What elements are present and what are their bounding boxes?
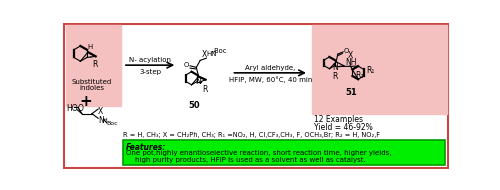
- Bar: [123, 140, 444, 165]
- Text: indoles: indoles: [80, 85, 104, 91]
- Text: Features:: Features:: [126, 143, 166, 152]
- Text: R₂: R₂: [355, 71, 364, 80]
- Text: X: X: [348, 51, 353, 60]
- Text: R = H, CH₃; X = CH₂Ph, CH₃; R₁ =NO₂, H, Cl,CF₃,CH₃, F, OCH₃,Br; R₂ = H, NO₂,F: R = H, CH₃; X = CH₂Ph, CH₃; R₁ =NO₂, H, …: [123, 132, 380, 138]
- Text: high purity products, HFIP is used as a solvent as well as catalyst.: high purity products, HFIP is used as a …: [126, 157, 366, 163]
- Text: Substituted: Substituted: [72, 79, 112, 85]
- Text: 3-step: 3-step: [139, 69, 161, 75]
- Text: H: H: [87, 44, 92, 50]
- Text: R: R: [202, 85, 208, 94]
- Text: O: O: [344, 48, 350, 54]
- Text: Aryl aldehyde,: Aryl aldehyde,: [245, 65, 296, 70]
- Text: N: N: [332, 63, 338, 72]
- Text: O: O: [184, 62, 190, 68]
- Text: R: R: [92, 60, 98, 69]
- Text: 50: 50: [188, 101, 200, 110]
- Text: One pot,highly enantioselective reaction, short reaction time, higher yields,: One pot,highly enantioselective reaction…: [126, 150, 392, 156]
- Bar: [312, 25, 447, 114]
- Text: 51: 51: [346, 88, 357, 97]
- Text: HN: HN: [206, 51, 217, 57]
- Text: NH: NH: [346, 58, 357, 67]
- Text: X: X: [202, 50, 207, 59]
- Text: Yield = 46-92%: Yield = 46-92%: [314, 123, 373, 132]
- Text: HO: HO: [66, 105, 78, 113]
- Text: HFIP, MW, 60°C, 40 min: HFIP, MW, 60°C, 40 min: [228, 77, 312, 83]
- Text: N: N: [98, 116, 104, 125]
- Text: N: N: [195, 77, 201, 86]
- Text: X: X: [98, 107, 103, 116]
- Text: R₁: R₁: [366, 66, 374, 75]
- Text: 12 Examples: 12 Examples: [314, 115, 364, 124]
- Text: H: H: [103, 118, 108, 123]
- Text: Boc: Boc: [106, 121, 118, 126]
- Text: N- acylation: N- acylation: [129, 57, 171, 63]
- Bar: [66, 25, 122, 106]
- Text: +: +: [80, 94, 92, 109]
- Text: R: R: [332, 72, 337, 81]
- Text: O: O: [78, 105, 84, 113]
- Text: -Boc: -Boc: [212, 48, 227, 54]
